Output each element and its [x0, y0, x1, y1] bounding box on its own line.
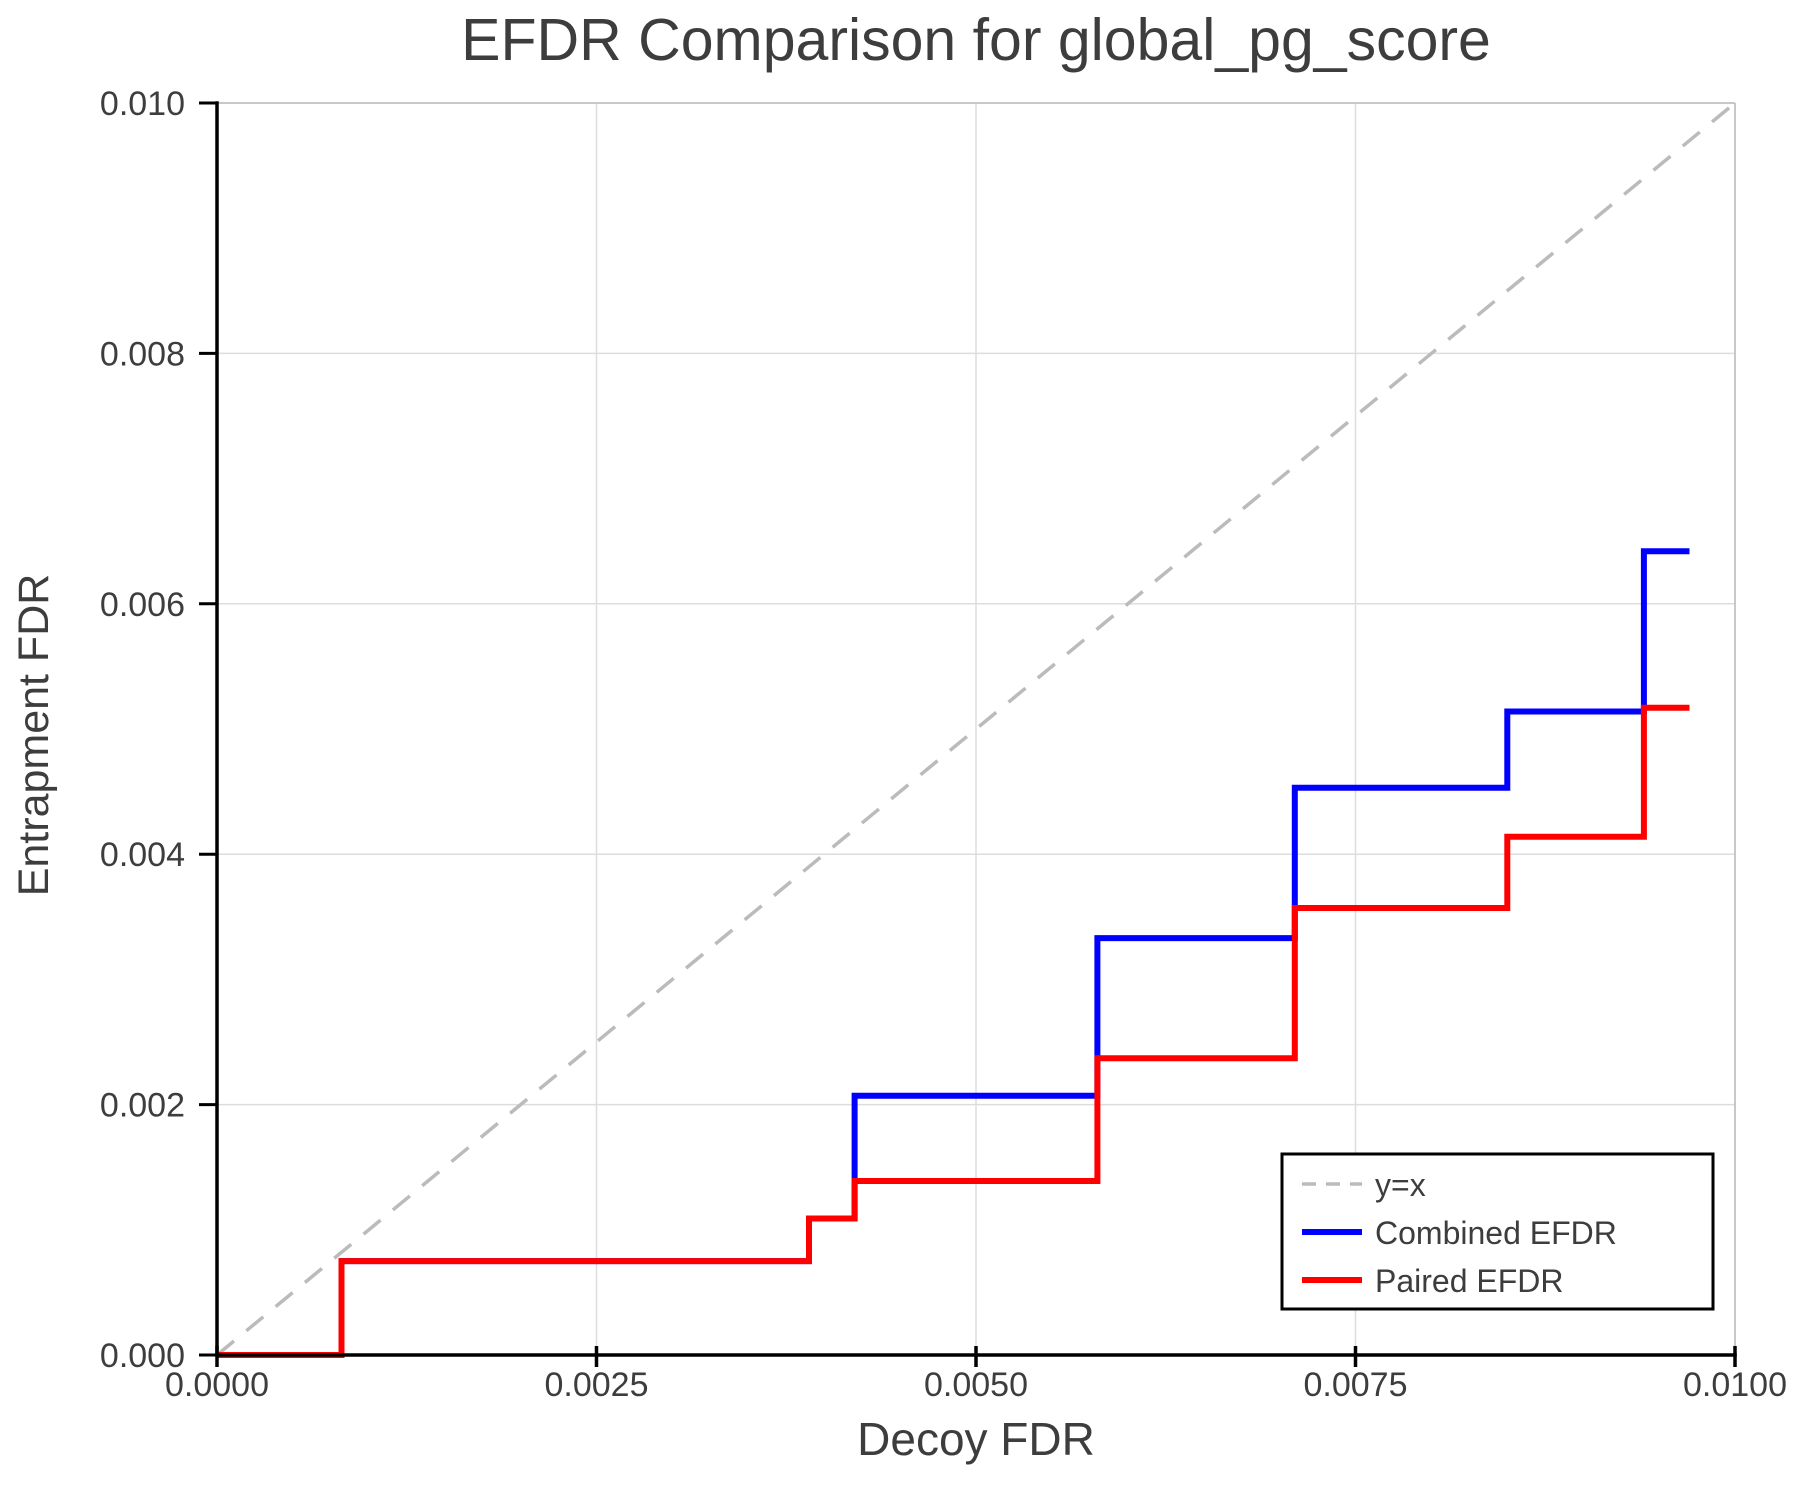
- svg-text:0.008: 0.008: [100, 335, 185, 373]
- svg-text:y=x: y=x: [1375, 1167, 1426, 1203]
- svg-text:0.002: 0.002: [100, 1087, 185, 1125]
- svg-text:0.000: 0.000: [100, 1337, 185, 1375]
- svg-text:Decoy FDR: Decoy FDR: [857, 1413, 1095, 1465]
- svg-text:0.0100: 0.0100: [1683, 1366, 1787, 1404]
- svg-text:0.010: 0.010: [100, 85, 185, 123]
- svg-text:0.006: 0.006: [100, 586, 185, 624]
- svg-text:Combined EFDR: Combined EFDR: [1375, 1215, 1617, 1251]
- svg-text:0.0050: 0.0050: [924, 1366, 1028, 1404]
- svg-text:Entrapment FDR: Entrapment FDR: [10, 574, 58, 897]
- svg-text:EFDR Comparison for global_pg_: EFDR Comparison for global_pg_score: [461, 7, 1491, 73]
- svg-text:0.0025: 0.0025: [545, 1366, 649, 1404]
- svg-text:0.004: 0.004: [100, 836, 185, 874]
- svg-text:0.0075: 0.0075: [1304, 1366, 1408, 1404]
- svg-text:Paired EFDR: Paired EFDR: [1375, 1263, 1564, 1299]
